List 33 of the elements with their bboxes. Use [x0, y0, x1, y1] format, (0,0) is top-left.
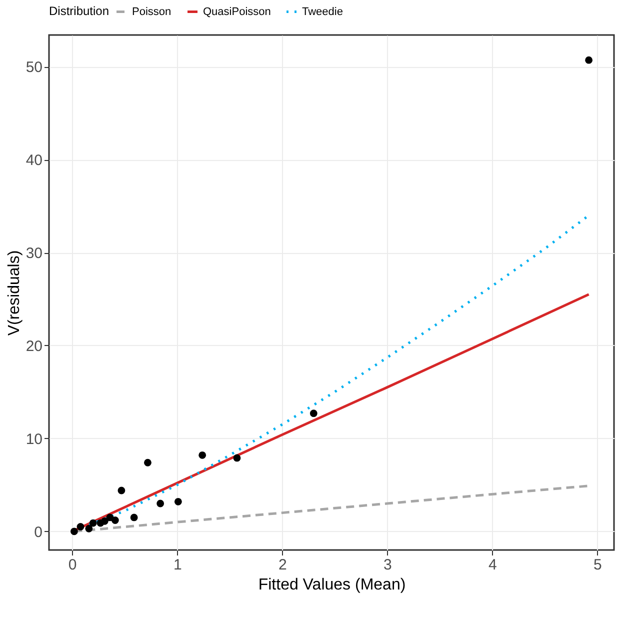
legend-label: Tweedie [302, 6, 343, 18]
point [310, 410, 318, 418]
y-tick-label: 20 [26, 338, 42, 355]
legend-title: Distribution [49, 4, 110, 18]
point [130, 514, 138, 522]
x-tick-label: 4 [488, 556, 497, 574]
point [233, 454, 241, 462]
point [174, 498, 182, 506]
point [70, 528, 78, 536]
point [198, 451, 206, 459]
point [76, 523, 84, 530]
point [89, 519, 97, 527]
point [118, 486, 126, 494]
point [100, 517, 108, 525]
y-tick-label: 40 [26, 152, 42, 170]
x-axis-title: Fitted Values (Mean) [258, 576, 406, 594]
x-tick-label: 0 [68, 556, 77, 574]
x-tick-label: 2 [278, 556, 287, 574]
point [585, 56, 593, 64]
point [144, 458, 152, 466]
point [156, 500, 164, 508]
legend-label: Poisson [132, 6, 172, 18]
y-tick-label: 0 [34, 524, 42, 541]
x-tick-label: 1 [173, 556, 182, 574]
y-tick-label: 50 [26, 59, 42, 76]
legend-label: QuasiPoisson [203, 6, 271, 18]
y-tick-label: 30 [26, 245, 42, 262]
y-axis-title: V(residuals) [6, 250, 23, 336]
y-tick-label: 10 [26, 430, 42, 448]
point [111, 516, 119, 524]
x-tick-label: 3 [383, 556, 392, 574]
point [85, 524, 93, 532]
x-tick-label: 5 [594, 556, 602, 574]
